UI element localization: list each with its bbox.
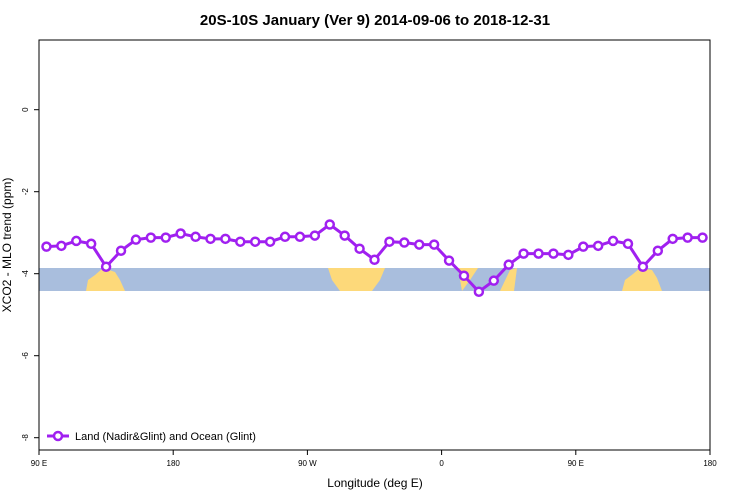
data-point <box>220 233 231 245</box>
data-point <box>369 254 380 266</box>
y-tick-label: -4 <box>21 270 30 278</box>
data-point <box>503 259 514 270</box>
x-tick-label: 90 E <box>31 459 47 468</box>
data-point <box>100 261 112 272</box>
data-point <box>205 233 216 245</box>
data-point <box>175 228 186 239</box>
land <box>86 268 125 291</box>
y-tick-label: -2 <box>21 188 30 196</box>
data-point <box>697 232 708 243</box>
y-tick-label: -8 <box>21 434 30 442</box>
y-axis-label: XCO2 - MLO trend (ppm) <box>0 178 14 313</box>
data-point <box>130 234 142 245</box>
data-point <box>533 248 544 259</box>
chart-title: 20S-10S January (Ver 9) 2014-09-06 to 20… <box>200 12 550 29</box>
data-point <box>652 245 664 256</box>
x-tick-label: 180 <box>703 459 717 468</box>
data-point <box>518 248 529 259</box>
data-point <box>279 231 291 243</box>
data-point <box>443 255 455 266</box>
data-point <box>145 232 157 243</box>
data-point <box>56 240 67 252</box>
y-tick-label: -6 <box>21 352 30 360</box>
data-point <box>339 230 350 241</box>
data-point <box>488 275 500 286</box>
data-point <box>428 239 440 250</box>
data-point <box>264 236 276 247</box>
legend-marker <box>52 430 64 442</box>
data-point <box>71 235 82 247</box>
data-point <box>637 261 649 272</box>
land <box>622 268 662 291</box>
data-point <box>384 236 395 247</box>
land <box>328 268 385 291</box>
data-point <box>324 219 336 230</box>
data-point <box>115 245 127 256</box>
data-point <box>682 232 693 243</box>
data-point <box>473 286 485 297</box>
data-point <box>190 231 201 243</box>
data-point <box>249 236 261 247</box>
data-point <box>592 240 604 252</box>
data-point <box>667 233 678 245</box>
data-point <box>235 236 246 247</box>
x-tick-label: 90 W <box>298 459 317 468</box>
land <box>458 268 517 291</box>
map-strip <box>39 268 710 291</box>
data-point <box>563 249 574 261</box>
data-point <box>578 241 589 252</box>
x-tick-label: 90 E <box>568 459 584 468</box>
data-point <box>85 238 97 250</box>
data-point <box>458 270 470 281</box>
data-point <box>399 237 410 248</box>
y-tick-label: 0 <box>21 107 30 112</box>
data-point <box>413 239 425 250</box>
data-point <box>294 231 306 243</box>
data-point <box>354 243 365 254</box>
plot-frame <box>38 39 711 451</box>
legend-label: Land (Nadir&Glint) and Ocean (Glint) <box>75 431 256 443</box>
data-point <box>41 241 52 252</box>
x-tick-label: 180 <box>167 459 181 468</box>
x-axis-label: Longitude (deg E) <box>327 476 422 490</box>
data-point <box>309 230 321 241</box>
data-point <box>160 232 171 243</box>
data-point <box>622 238 634 250</box>
x-tick-label: 0 <box>439 459 444 468</box>
data-point <box>548 248 559 259</box>
data-point <box>607 235 619 247</box>
